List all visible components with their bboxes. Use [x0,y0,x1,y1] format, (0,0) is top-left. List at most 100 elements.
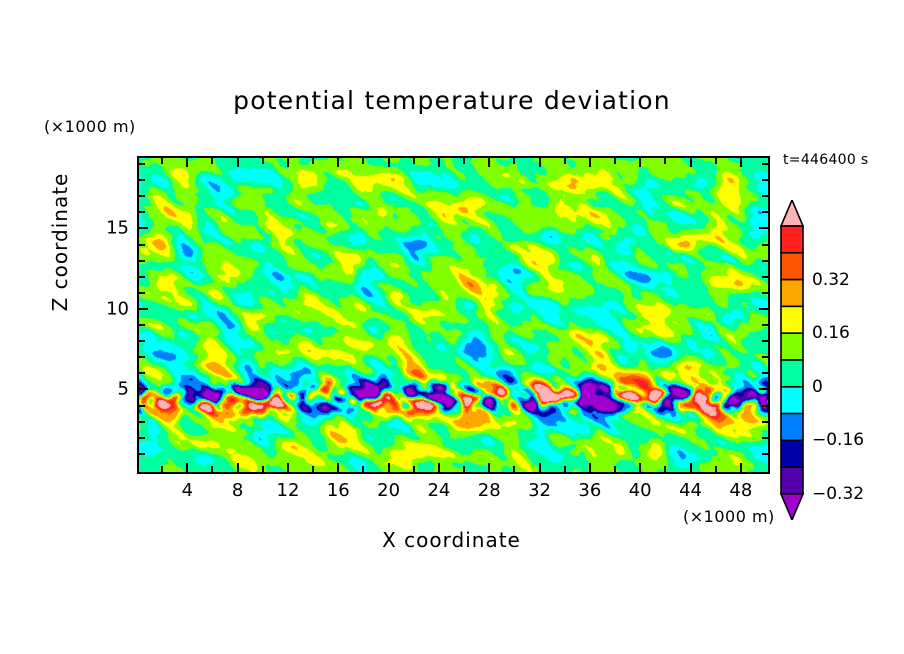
colorbar-label: 0 [812,376,823,397]
y-tick-mark [139,195,145,198]
x-tick-mark [337,463,340,472]
y-tick-mark [762,356,768,359]
y-tick-mark [139,163,145,166]
colorbar[interactable] [780,200,804,520]
x-tick-label: 24 [427,480,451,501]
x-tick-label: 40 [628,480,652,501]
x-tick-mark [664,466,667,472]
x-tick-mark [689,463,692,472]
y-tick-mark [139,388,148,391]
x-tick-label: 44 [679,480,702,501]
colorbar-band [780,412,804,442]
x-tick-mark [588,158,591,167]
y-tick-mark [139,340,145,343]
x-tick-mark [639,463,642,472]
x-tick-mark [513,158,516,164]
y-tick-mark [139,324,145,327]
colorbar-band [780,439,804,468]
x-tick-label: 28 [477,480,501,501]
colorbar-band [780,305,804,335]
y-tick-mark [759,388,768,391]
x-tick-mark [614,158,617,164]
y-tick-mark [139,356,145,359]
y-tick-label: 10 [106,298,129,320]
colorbar-band [780,225,804,254]
x-tick-mark [463,466,466,472]
x-tick-mark [312,158,315,164]
x-tick-mark [437,158,440,167]
time-annotation: t=446400 s [783,152,869,168]
colorbar-extend-max [780,200,804,227]
x-tick-mark [387,158,390,167]
y-axis-units-label: (×1000 m) [44,117,136,136]
plot-area[interactable] [137,156,770,474]
x-tick-mark [664,158,667,164]
x-tick-mark [739,158,742,167]
x-tick-label: 4 [181,480,194,501]
x-tick-mark [538,463,541,472]
x-tick-label: 36 [578,480,602,501]
colorbar-band [780,278,804,308]
y-tick-mark [139,211,145,214]
x-tick-mark [236,463,239,472]
x-tick-mark [261,158,264,164]
x-tick-mark [161,158,164,164]
colorbar-label: −0.16 [812,430,865,451]
x-tick-mark [261,466,264,472]
page-title: potential temperature deviation [233,86,671,115]
x-tick-label: 16 [326,480,350,501]
x-tick-mark [161,466,164,472]
x-tick-mark [563,466,566,472]
colorbar-band [780,332,804,361]
y-tick-mark [139,404,145,407]
contour-field [139,158,768,472]
x-tick-mark [286,158,289,167]
x-tick-mark [488,463,491,472]
x-tick-label: 8 [231,480,244,501]
x-tick-mark [563,158,566,164]
y-tick-mark [762,436,768,439]
y-tick-mark [762,163,768,166]
x-tick-mark [186,158,189,167]
y-tick-mark [762,275,768,278]
y-tick-mark [762,291,768,294]
y-tick-mark [759,227,768,230]
x-tick-label: 32 [528,480,551,501]
y-tick-label: 15 [106,217,129,239]
x-tick-mark [362,466,365,472]
x-tick-mark [211,158,214,164]
x-tick-mark [387,463,390,472]
y-tick-mark [139,420,145,423]
x-tick-mark [739,463,742,472]
x-tick-label: 20 [377,480,401,501]
y-tick-mark [139,372,145,375]
x-tick-label: 12 [276,480,300,501]
y-tick-mark [762,452,768,455]
y-tick-mark [762,340,768,343]
x-axis-title: X coordinate [382,528,521,552]
y-tick-mark [139,291,145,294]
colorbar-band [780,251,804,281]
y-tick-mark [762,195,768,198]
y-tick-mark [762,404,768,407]
colorbar-label: 0.16 [812,323,850,344]
x-tick-mark [614,466,617,472]
y-tick-mark [762,259,768,262]
x-tick-mark [538,158,541,167]
x-tick-mark [412,466,415,472]
colorbar-band [780,386,804,415]
x-tick-mark [362,158,365,164]
y-tick-mark [762,243,768,246]
colorbar-band [780,359,804,388]
colorbar-label: −0.32 [812,484,865,504]
y-tick-mark [762,420,768,423]
x-tick-mark [639,158,642,167]
y-tick-mark [139,243,145,246]
colorbar-extend-min [780,493,804,520]
colorbar-label: 0.32 [812,269,850,290]
x-tick-mark [412,158,415,164]
y-tick-mark [139,179,145,182]
colorbar-band [780,466,804,495]
y-tick-mark [762,179,768,182]
